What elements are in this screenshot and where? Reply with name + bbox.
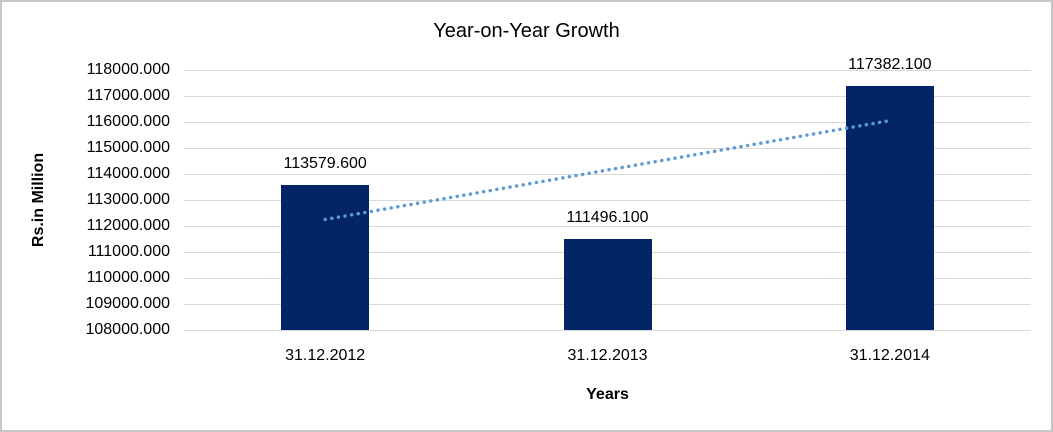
y-axis-tick-label: 113000.000 xyxy=(86,191,170,208)
bar-data-label: 117382.100 xyxy=(848,56,932,74)
gridline xyxy=(184,225,1031,227)
x-axis-title: Years xyxy=(586,386,629,403)
y-axis-tick-label: 112000.000 xyxy=(86,217,170,234)
bar xyxy=(281,184,370,330)
gridline xyxy=(184,329,1031,331)
gridline xyxy=(184,69,1031,71)
x-axis-tick-label: 31.12.2012 xyxy=(285,347,366,364)
gridline xyxy=(184,199,1031,201)
x-axis-tick-label: 31.12.2013 xyxy=(567,347,648,364)
x-axis-tick-label: 31.12.2014 xyxy=(849,347,930,364)
bar-data-label: 113579.600 xyxy=(283,154,367,172)
y-axis-tick-label: 114000.000 xyxy=(86,165,170,182)
y-axis-tick-label: 110000.000 xyxy=(86,269,170,286)
bar xyxy=(563,239,652,330)
y-axis-tick-label: 108000.000 xyxy=(85,321,170,338)
y-axis-tick-label: 116000.000 xyxy=(86,113,170,130)
y-axis-tick-label: 111000.000 xyxy=(87,243,170,260)
gridline xyxy=(184,147,1031,149)
y-axis-tick-label: 117000.000 xyxy=(86,87,170,104)
gridline xyxy=(184,95,1031,97)
y-axis-tick-label: 115000.000 xyxy=(86,139,170,156)
y-axis-tick-label: 109000.000 xyxy=(85,295,170,312)
trendline xyxy=(323,118,892,222)
y-axis-tick-label: 118000.000 xyxy=(86,61,170,78)
trendline-path xyxy=(323,118,892,222)
gridline xyxy=(184,173,1031,175)
bar-data-label: 111496.100 xyxy=(566,209,649,227)
gridline xyxy=(184,121,1031,123)
chart-title: Year-on-Year Growth xyxy=(433,20,620,42)
